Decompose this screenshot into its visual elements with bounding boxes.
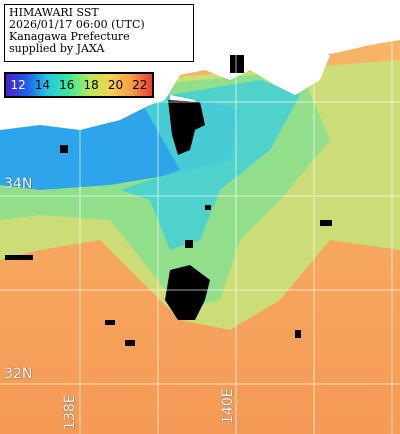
land-boso-peninsula: [270, 50, 330, 95]
cloud-speck-9: [60, 145, 68, 153]
legend-label-18: 18: [83, 78, 99, 92]
cloud-speck-7: [5, 255, 33, 260]
lon-label-138e: 138E: [62, 394, 78, 430]
info-title: HIMAWARI SST: [9, 6, 99, 19]
legend-label-14: 14: [34, 78, 51, 92]
legend-label-20: 20: [107, 78, 124, 92]
cloud-speck-5: [295, 330, 301, 338]
cloud-speck-2: [205, 205, 211, 210]
cloud-speck-3: [185, 240, 193, 248]
lon-label-140e: 140E: [220, 388, 236, 424]
legend-label-22: 22: [132, 78, 148, 92]
cyan-sea-area: [120, 80, 300, 250]
cloud-speck-8: [125, 340, 135, 346]
cloud-patch-izu: [168, 100, 205, 155]
cloud-speck-6: [320, 220, 332, 226]
legend-color-bar: [6, 74, 152, 96]
legend-labels: 12 14 16 18 20 22: [6, 74, 152, 96]
info-region: Kanagawa Prefecture: [9, 30, 130, 43]
cloud-speck-1: [230, 55, 244, 73]
info-supplier: supplied by JAXA: [9, 42, 105, 55]
info-datetime: 2026/01/17 06:00 (UTC): [9, 18, 145, 31]
legend-label-12: 12: [10, 78, 26, 92]
lat-label-32n: 32N: [4, 366, 33, 382]
info-box: HIMAWARI SST 2026/01/17 06:00 (UTC) Kana…: [4, 4, 194, 62]
temperature-legend: 12 14 16 18 20 22: [4, 72, 154, 98]
lat-label-34n: 34N: [4, 176, 33, 192]
cloud-speck-4: [105, 320, 115, 325]
cloud-patch-south: [165, 265, 210, 320]
legend-label-16: 16: [59, 78, 75, 92]
